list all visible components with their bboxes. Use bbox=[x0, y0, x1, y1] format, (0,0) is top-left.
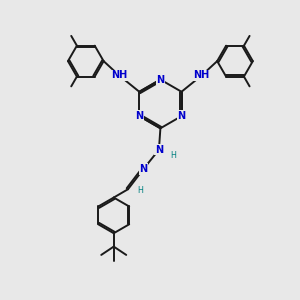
Text: H: H bbox=[138, 186, 143, 195]
Text: N: N bbox=[135, 111, 143, 121]
Text: N: N bbox=[156, 75, 164, 85]
Text: N: N bbox=[140, 164, 148, 174]
Text: N: N bbox=[177, 111, 186, 121]
Text: H: H bbox=[170, 151, 176, 160]
Text: N: N bbox=[155, 145, 163, 155]
Text: NH: NH bbox=[194, 70, 210, 80]
Text: NH: NH bbox=[111, 70, 127, 80]
